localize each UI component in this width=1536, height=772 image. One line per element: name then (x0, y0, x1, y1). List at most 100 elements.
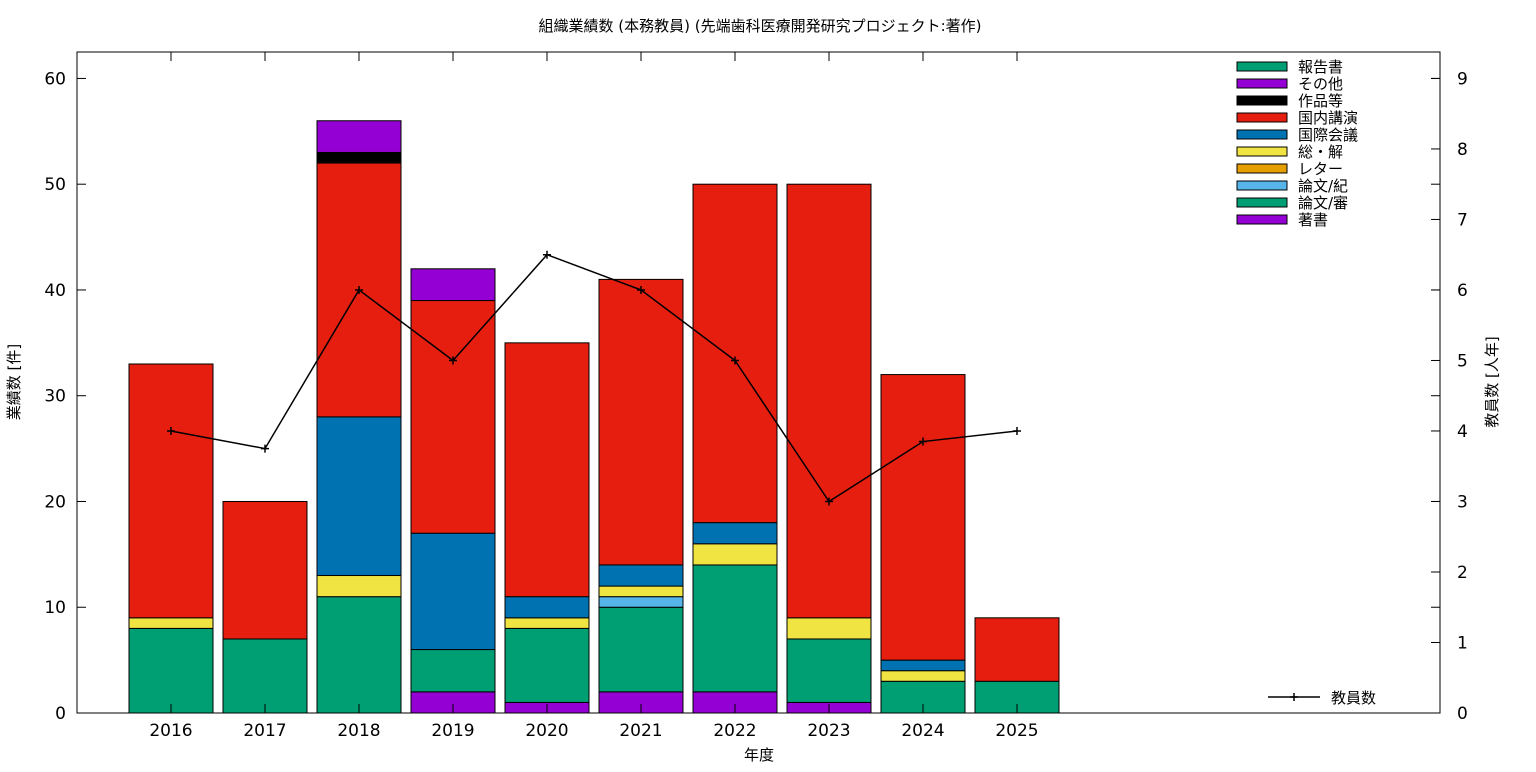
legend-swatch (1236, 197, 1288, 208)
x-tick-label: 2024 (901, 721, 944, 741)
line-series-path (170, 253, 1018, 503)
bar-2024-series-5 (880, 659, 966, 672)
bar-2019-series-6 (410, 300, 496, 534)
bar-2018-series-1 (316, 596, 402, 714)
legend-label: 国内講演 (1298, 109, 1358, 127)
legend-label: 総・解 (1298, 143, 1343, 161)
line-legend-label: 教員数 (1331, 689, 1376, 707)
x-tick-label: 2020 (525, 721, 568, 741)
bar-2024-series-4 (880, 670, 966, 682)
line-point-2023 (825, 497, 833, 506)
y-tick-label: 40 (44, 281, 66, 301)
line-point-2022 (731, 356, 739, 365)
chart-title: 組織業績数 (本務教員) (先端歯科医療開発研究プロジェクト:著作) (538, 17, 981, 35)
y2-tick-label: 5 (1457, 351, 1468, 371)
line-point-2024 (919, 437, 927, 446)
legend-swatch (1236, 146, 1288, 157)
legend-swatch (1236, 163, 1288, 174)
bar-2020-series-1 (504, 627, 590, 703)
legend-swatch (1236, 78, 1288, 89)
bar-2024-series-6 (880, 374, 966, 661)
bar-2018-series-4 (316, 575, 402, 598)
y2-tick-label: 2 (1457, 563, 1468, 583)
y-tick-label: 30 (44, 387, 66, 407)
bar-2021-series-1 (598, 606, 684, 693)
bar-2023-series-6 (786, 183, 872, 619)
bar-2017-series-6 (222, 500, 308, 640)
y2-axis-ticks: 0 1 2 3 4 5 6 7 8 9 (1431, 69, 1468, 724)
bar-2018-series-5 (316, 416, 402, 577)
y2-tick-label: 6 (1457, 281, 1468, 301)
x-tick-label: 2023 (807, 721, 850, 741)
bar-2020-series-6 (504, 342, 590, 598)
x-tick-label: 2025 (995, 721, 1038, 741)
legend-label: 論文/審 (1298, 194, 1348, 212)
bar-2022-series-1 (692, 564, 778, 693)
y2-tick-label: 9 (1457, 69, 1468, 89)
bar-2021-series-4 (598, 585, 684, 598)
line-point-2020 (543, 250, 551, 259)
bar-2023-series-1 (786, 638, 872, 703)
bar-2019-series-8 (410, 268, 496, 302)
y2-tick-label: 4 (1457, 422, 1468, 442)
bars-layer (128, 120, 1060, 714)
y-tick-label: 60 (44, 69, 66, 89)
x-axis-label: 年度 (744, 746, 774, 764)
bar-2016-series-4 (128, 617, 214, 629)
bar-2023-series-4 (786, 617, 872, 640)
x-tick-label: 2022 (713, 721, 756, 741)
legend-swatch (1236, 129, 1288, 140)
x-tick-label: 2018 (337, 721, 380, 741)
legend-swatch (1236, 95, 1288, 106)
y-tick-label: 20 (44, 492, 66, 512)
y-tick-label: 0 (55, 704, 66, 724)
x-tick-label: 2021 (619, 721, 662, 741)
bar-2020-series-5 (504, 596, 590, 619)
bar-2018-series-7 (316, 151, 402, 164)
bar-2022-series-4 (692, 543, 778, 566)
bar-2021-series-6 (598, 278, 684, 566)
y-axis-ticks: 0 10 20 30 40 50 60 (44, 69, 1440, 724)
bar-2021-series-5 (598, 564, 684, 587)
line-point-2021 (637, 285, 645, 294)
bar-2016-series-6 (128, 363, 214, 619)
x-tick-label: 2019 (431, 721, 474, 741)
legend-swatch (1236, 112, 1288, 123)
line-legend-marker (1290, 693, 1298, 701)
y2-tick-label: 8 (1457, 140, 1468, 160)
bar-2017-series-1 (222, 638, 308, 714)
bar-2021-series-2 (598, 596, 684, 608)
line-point-2019 (449, 356, 457, 365)
bar-2018-series-8 (316, 120, 402, 153)
y-tick-label: 50 (44, 175, 66, 195)
legend-label: 著書 (1298, 211, 1328, 229)
line-layer (167, 250, 1021, 506)
legend-label: 報告書 (1298, 58, 1343, 76)
x-tick-label: 2017 (243, 721, 286, 741)
bar-2022-series-6 (692, 183, 778, 524)
line-point-2025 (1013, 426, 1021, 435)
x-tick-label: 2016 (149, 721, 192, 741)
bar-2016-series-1 (128, 627, 214, 714)
legend-label: レター (1298, 160, 1343, 178)
legend-label: 論文/紀 (1298, 177, 1348, 195)
legend-swatch (1236, 214, 1288, 225)
legend-label: 国際会議 (1298, 126, 1358, 144)
legend-swatch (1236, 61, 1288, 72)
legend-swatch (1236, 180, 1288, 191)
y2-tick-label: 3 (1457, 492, 1468, 512)
bar-2019-series-5 (410, 532, 496, 651)
y2-axis-label: 教員数 [人年] (1483, 336, 1501, 427)
x-axis-ticks: 2016 2017 2018 2019 2020 2021 2022 2023 2024 2025 (149, 52, 1039, 741)
line-point-2017 (261, 444, 269, 453)
legend-label: 作品等 (1298, 92, 1343, 110)
bar-2022-series-5 (692, 522, 778, 545)
bar-2019-series-1 (410, 649, 496, 693)
legend-label: その他 (1298, 75, 1343, 93)
y2-tick-label: 1 (1457, 633, 1468, 653)
y-tick-label: 10 (44, 598, 66, 618)
line-point-2018 (355, 285, 363, 294)
